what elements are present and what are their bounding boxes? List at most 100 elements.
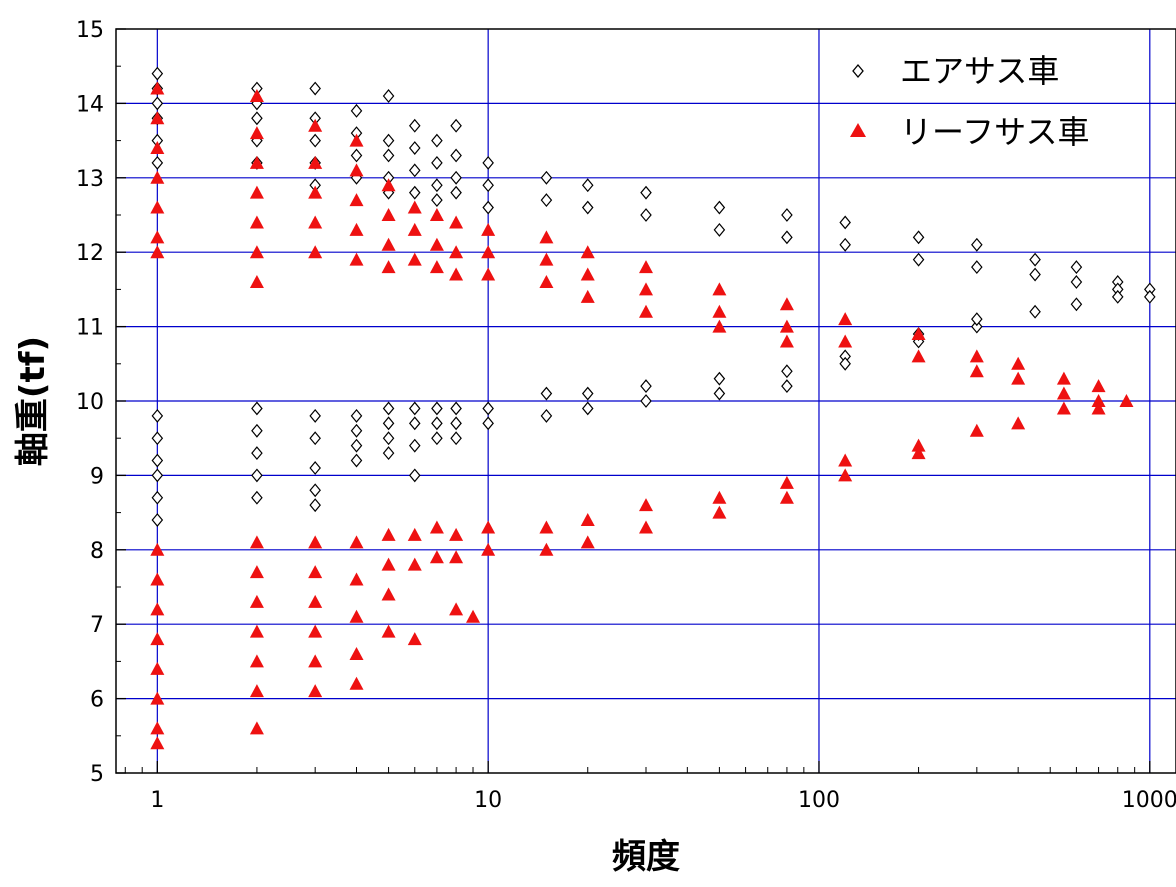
data-point xyxy=(349,646,364,660)
data-point xyxy=(1091,401,1106,415)
data-point xyxy=(781,230,793,245)
data-point xyxy=(540,408,553,423)
data-point xyxy=(1011,356,1026,370)
data-point xyxy=(349,609,364,623)
data-point xyxy=(1070,275,1083,289)
legend-marker-triangle-icon xyxy=(850,123,866,137)
data-point xyxy=(781,208,793,222)
data-point xyxy=(381,260,396,274)
data-point xyxy=(309,461,321,475)
data-point xyxy=(1091,394,1106,407)
data-point xyxy=(581,200,594,215)
legend-label-leaf: リーフサス車 xyxy=(900,113,1089,151)
data-point xyxy=(540,193,553,208)
data-point xyxy=(309,431,321,446)
data-point xyxy=(429,237,444,251)
data-point xyxy=(712,282,727,296)
data-point xyxy=(580,513,595,527)
data-point xyxy=(482,416,494,431)
data-point xyxy=(150,602,165,616)
data-point xyxy=(1029,252,1041,267)
data-point xyxy=(580,245,595,259)
data-point xyxy=(481,542,496,556)
data-point xyxy=(580,535,595,549)
data-point xyxy=(349,572,364,586)
data-point xyxy=(712,490,727,504)
data-point xyxy=(449,527,464,541)
data-point xyxy=(408,438,421,453)
data-point xyxy=(151,66,164,81)
data-point xyxy=(431,178,443,193)
data-point xyxy=(249,594,264,608)
data-point xyxy=(911,446,926,460)
data-point xyxy=(581,386,594,401)
data-point xyxy=(249,721,264,735)
data-point xyxy=(1070,297,1083,312)
data-point xyxy=(381,208,396,221)
legend-entry-leaf: リーフサス車 xyxy=(850,113,1089,151)
data-point xyxy=(450,170,462,185)
data-point xyxy=(308,185,323,199)
x-tick-label: 1 xyxy=(150,788,164,813)
data-point xyxy=(838,334,853,348)
data-point xyxy=(251,468,263,483)
data-point xyxy=(309,483,321,498)
data-point xyxy=(249,185,264,199)
data-point xyxy=(1029,304,1041,319)
data-point xyxy=(639,260,653,274)
tick-labels: 5 6 7 8 9 10 11 12 13 14 15 1 10 100 1000 xyxy=(76,18,1176,813)
data-point xyxy=(381,557,396,571)
data-point xyxy=(971,312,983,327)
data-point xyxy=(349,193,364,207)
data-point xyxy=(308,624,323,638)
data-point xyxy=(431,431,443,446)
data-point xyxy=(839,356,851,371)
data-point xyxy=(781,379,793,394)
data-point xyxy=(779,334,794,348)
y-tick-label: 8 xyxy=(90,539,104,564)
data-point xyxy=(350,453,363,468)
data-point xyxy=(150,721,165,735)
data-point xyxy=(151,468,164,483)
data-point xyxy=(407,527,422,541)
data-point xyxy=(151,513,164,527)
data-point xyxy=(449,245,464,259)
data-point xyxy=(150,111,165,125)
data-point xyxy=(381,624,396,638)
data-point xyxy=(580,267,595,281)
data-point xyxy=(912,252,925,267)
data-point xyxy=(382,446,395,461)
data-point xyxy=(382,148,395,163)
data-point xyxy=(308,594,323,608)
data-point xyxy=(639,520,653,534)
data-point xyxy=(449,602,464,616)
data-point xyxy=(150,542,165,556)
data-point xyxy=(408,163,421,178)
data-point xyxy=(150,661,165,675)
data-point xyxy=(251,446,263,461)
data-point xyxy=(539,230,554,244)
data-point xyxy=(779,297,794,311)
data-point xyxy=(539,252,554,266)
data-point xyxy=(640,394,652,408)
data-point xyxy=(150,81,165,95)
data-point xyxy=(712,304,727,318)
data-point xyxy=(971,319,983,334)
data-point xyxy=(350,438,363,453)
data-point xyxy=(349,535,364,549)
data-point xyxy=(381,178,396,192)
data-point xyxy=(912,230,925,245)
data-point xyxy=(308,245,323,259)
legend-marker-diamond-icon xyxy=(852,63,864,79)
data-point xyxy=(429,260,444,274)
data-point xyxy=(251,111,263,126)
data-point xyxy=(911,438,926,452)
data-point xyxy=(482,200,494,215)
data-point xyxy=(639,282,653,296)
y-tick-label: 13 xyxy=(76,167,104,192)
y-tick-label: 10 xyxy=(76,390,104,415)
y-tick-label: 11 xyxy=(76,316,104,341)
data-point xyxy=(381,587,396,601)
data-point xyxy=(429,208,444,221)
data-point xyxy=(712,319,727,333)
